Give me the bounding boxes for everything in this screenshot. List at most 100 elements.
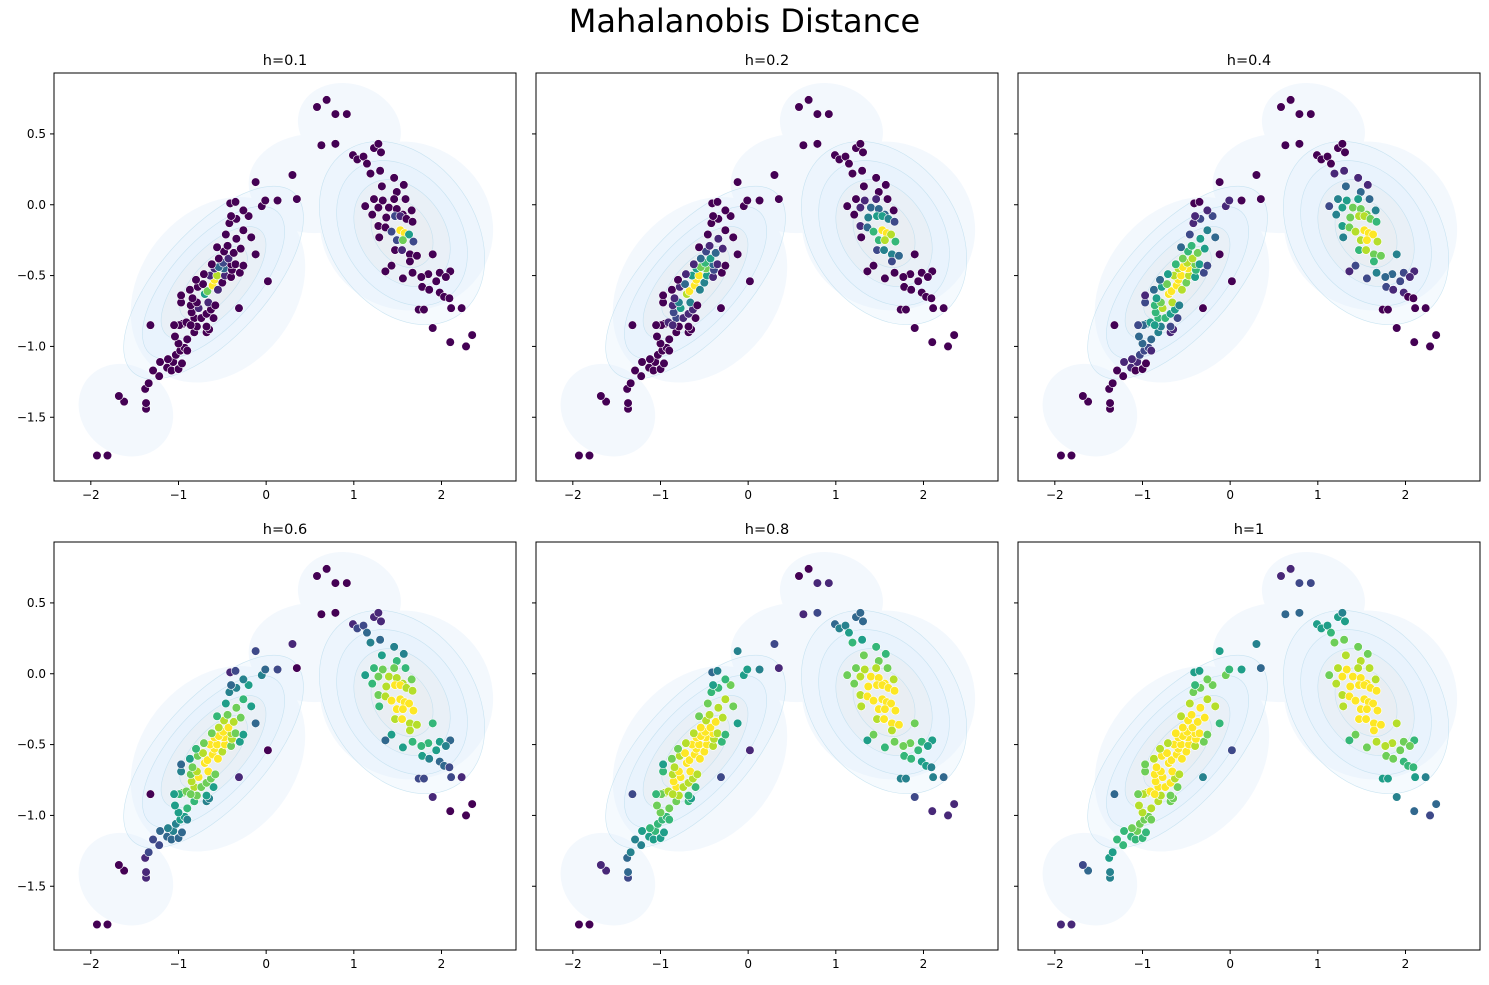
data-point <box>798 609 808 619</box>
data-point <box>376 616 386 626</box>
data-point <box>1329 168 1340 179</box>
data-point <box>1172 313 1183 323</box>
data-point <box>1194 728 1205 738</box>
data-point <box>229 717 239 727</box>
data-point <box>467 330 477 340</box>
data-point <box>718 244 728 254</box>
data-point <box>1171 259 1181 269</box>
data-point <box>1193 248 1203 258</box>
x-tick-label: −1 <box>652 957 670 971</box>
data-point <box>1376 251 1386 261</box>
subplot-5: −2 −1 0 1 2 h=0.8 <box>532 522 999 971</box>
data-point <box>857 635 867 645</box>
data-point <box>384 671 394 682</box>
data-point <box>223 253 234 264</box>
data-point <box>365 168 376 179</box>
data-point <box>1176 242 1186 252</box>
data-point <box>1163 738 1173 748</box>
data-point <box>1362 742 1372 753</box>
data-point <box>1112 365 1122 376</box>
data-point <box>367 679 377 689</box>
data-point <box>342 578 352 588</box>
data-point <box>910 249 920 259</box>
data-point <box>651 320 661 330</box>
data-point <box>373 139 383 149</box>
subplot-6: −2 −1 0 1 2 h=1 <box>1014 522 1481 971</box>
data-point <box>1066 919 1077 930</box>
axes-frame <box>535 541 999 951</box>
data-point <box>1324 201 1334 211</box>
data-point <box>668 789 678 799</box>
data-point <box>704 710 715 720</box>
data-point <box>1236 664 1247 675</box>
data-point <box>889 268 900 278</box>
data-point <box>1353 194 1363 204</box>
data-point <box>1337 671 1347 682</box>
data-point <box>342 109 352 119</box>
data-point <box>114 391 124 401</box>
data-point <box>1166 755 1177 765</box>
data-point <box>733 249 743 259</box>
data-point <box>1348 671 1358 682</box>
data-point <box>397 245 407 255</box>
data-point <box>360 201 370 211</box>
data-point <box>398 704 408 714</box>
data-point <box>182 815 192 825</box>
data-point <box>1118 840 1128 850</box>
data-point <box>645 354 655 364</box>
data-point <box>668 320 678 330</box>
data-point <box>879 714 889 724</box>
data-point <box>272 195 283 206</box>
data-point <box>213 754 223 764</box>
data-point <box>774 663 784 673</box>
data-point <box>367 210 377 220</box>
data-point <box>886 229 896 240</box>
data-point <box>928 303 938 313</box>
data-point <box>868 227 879 237</box>
data-point <box>630 834 640 845</box>
data-point <box>684 286 695 296</box>
data-point <box>1166 286 1177 296</box>
data-point <box>712 259 723 269</box>
data-point <box>1395 745 1405 755</box>
y-tick-label: 0.0 <box>27 667 46 681</box>
data-point <box>871 642 881 652</box>
data-point <box>1350 261 1361 271</box>
data-point <box>376 147 386 157</box>
data-point <box>238 674 248 685</box>
data-point <box>1340 147 1350 157</box>
data-point <box>1340 616 1350 626</box>
data-point <box>1224 195 1234 206</box>
data-point <box>322 564 332 574</box>
data-point <box>1108 847 1118 857</box>
data-point <box>373 671 383 682</box>
data-point <box>1236 195 1247 206</box>
scatter-points <box>574 95 959 461</box>
data-point <box>1187 722 1198 733</box>
data-point <box>176 759 186 770</box>
data-point <box>704 241 715 251</box>
data-point <box>330 608 341 618</box>
data-point <box>694 711 704 721</box>
data-point <box>1119 826 1129 836</box>
data-point <box>444 762 454 772</box>
data-point <box>1187 253 1198 264</box>
subplot-title: h=0.6 <box>263 522 307 538</box>
data-point <box>683 321 694 332</box>
data-point <box>444 293 454 303</box>
data-point <box>804 564 814 574</box>
data-point <box>842 201 852 211</box>
data-point <box>1364 194 1375 204</box>
data-point <box>386 227 397 237</box>
data-point <box>851 194 861 204</box>
data-point <box>680 279 690 289</box>
data-point <box>1345 212 1355 223</box>
data-point <box>658 759 668 770</box>
data-point <box>201 321 212 332</box>
data-point <box>913 745 923 755</box>
data-point <box>1194 666 1205 676</box>
data-point <box>652 800 662 811</box>
scatter-points <box>1056 95 1441 461</box>
data-point <box>1083 866 1093 876</box>
data-point <box>412 251 422 261</box>
